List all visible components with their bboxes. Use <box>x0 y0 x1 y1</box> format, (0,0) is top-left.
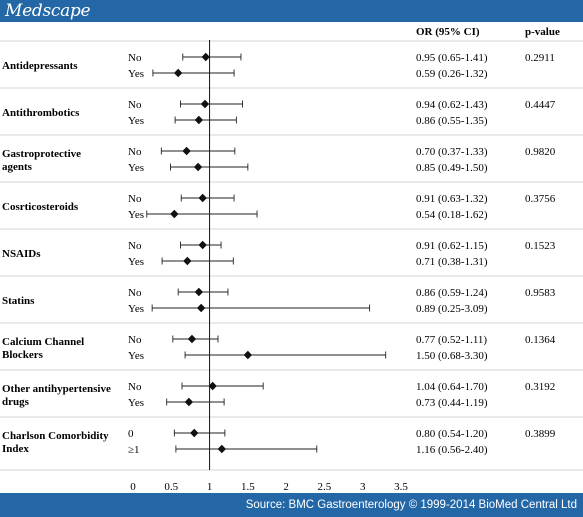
medscape-logo: Medscape <box>5 1 91 21</box>
or-point-marker <box>183 256 192 266</box>
p-value-column-header: p-value <box>525 26 560 38</box>
or-point-marker <box>198 193 207 203</box>
x-tick-label: 0.5 <box>164 481 178 493</box>
header-bar: Medscape <box>0 0 583 22</box>
row-label: No <box>128 52 142 64</box>
or-point-marker <box>170 209 179 219</box>
group-label: Antithrombotics <box>2 107 80 119</box>
or-ci-value: 0.54 (0.18-1.62) <box>416 209 488 221</box>
or-point-marker <box>196 303 206 313</box>
row-label: Yes <box>128 162 144 174</box>
group-label: Cosrticosteroids <box>2 201 79 213</box>
or-point-marker <box>194 287 204 297</box>
or-column-header: OR (95% CI) <box>416 26 480 38</box>
row-label: ≥1 <box>128 444 140 456</box>
p-value: 0.3899 <box>525 428 556 440</box>
group-label: Blockers <box>2 349 44 361</box>
or-ci-value: 0.80 (0.54-1.20) <box>416 428 488 440</box>
row-label: No <box>128 193 142 205</box>
or-ci-value: 0.94 (0.62-1.43) <box>416 99 488 111</box>
row-label: Yes <box>128 256 144 268</box>
x-tick-label: 0 <box>130 481 136 493</box>
x-tick-label: 2 <box>283 481 289 493</box>
footer-bar: Source: BMC Gastroenterology © 1999-2014… <box>0 493 583 517</box>
p-value: 0.9820 <box>525 146 556 158</box>
group-label: Gastroprotective <box>2 148 81 160</box>
or-point-marker <box>200 99 210 109</box>
or-ci-value: 0.71 (0.38-1.31) <box>416 256 488 268</box>
or-point-marker <box>201 52 210 62</box>
x-tick-label: 1 <box>207 481 213 493</box>
or-ci-value: 0.70 (0.37-1.33) <box>416 146 488 158</box>
p-value: 0.3756 <box>525 193 556 205</box>
or-ci-value: 0.73 (0.44-1.19) <box>416 397 488 409</box>
row-label: No <box>128 146 142 158</box>
or-point-marker <box>187 334 197 344</box>
row-label: Yes <box>128 350 144 362</box>
or-point-marker <box>194 115 204 125</box>
or-ci-value: 1.50 (0.68-3.30) <box>416 350 488 362</box>
or-ci-value: 1.04 (0.64-1.70) <box>416 381 488 393</box>
row-label: Yes <box>128 303 144 315</box>
or-point-marker <box>182 146 191 156</box>
group-label: Antidepressants <box>2 60 78 72</box>
or-point-marker <box>193 162 203 172</box>
x-tick-label: 3.5 <box>394 481 408 493</box>
or-ci-value: 0.91 (0.63-1.32) <box>416 193 488 205</box>
or-point-marker <box>208 381 217 391</box>
p-value: 0.1523 <box>525 240 556 252</box>
source-credit: Source: BMC Gastroenterology © 1999-2014… <box>245 499 577 511</box>
group-label: Other antihypertensive <box>2 383 111 395</box>
or-ci-value: 0.95 (0.65-1.41) <box>416 52 488 64</box>
or-point-marker <box>243 350 253 360</box>
p-value: 0.2911 <box>525 52 555 64</box>
p-value: 0.9583 <box>525 287 556 299</box>
x-tick-label: 1.5 <box>241 481 255 493</box>
row-label: Yes <box>128 68 144 80</box>
or-point-marker <box>173 68 183 78</box>
group-label: drugs <box>2 396 30 408</box>
or-ci-value: 0.91 (0.62-1.15) <box>416 240 488 252</box>
row-label: No <box>128 334 142 346</box>
or-ci-value: 0.77 (0.52-1.11) <box>416 334 487 346</box>
group-label: NSAIDs <box>2 248 41 260</box>
row-label: No <box>128 287 142 299</box>
or-ci-value: 0.59 (0.26-1.32) <box>416 68 488 80</box>
row-label: 0 <box>128 428 134 440</box>
x-tick-label: 2.5 <box>318 481 332 493</box>
group-label: Index <box>2 443 29 455</box>
group-label: Charlson Comorbidity <box>2 430 109 442</box>
row-label: No <box>128 240 142 252</box>
forest-plot: OR (95% CI) p-value Antidepressants 0.2911 N… <box>0 26 583 493</box>
or-ci-value: 1.16 (0.56-2.40) <box>416 444 488 456</box>
or-point-marker <box>190 428 199 438</box>
p-value: 0.3192 <box>525 381 555 393</box>
row-label: No <box>128 99 142 111</box>
p-value: 0.1364 <box>525 334 556 346</box>
group-label: Calcium Channel <box>2 336 84 348</box>
x-tick-label: 3 <box>360 481 366 493</box>
or-ci-value: 0.86 (0.55-1.35) <box>416 115 488 127</box>
p-value: 0.4447 <box>525 99 556 111</box>
or-point-marker <box>184 397 194 407</box>
group-label: Statins <box>2 295 35 307</box>
or-ci-value: 0.86 (0.59-1.24) <box>416 287 488 299</box>
row-label: Yes <box>128 209 144 221</box>
or-ci-value: 0.89 (0.25-3.09) <box>416 303 488 315</box>
or-ci-value: 0.85 (0.49-1.50) <box>416 162 488 174</box>
row-label: No <box>128 381 142 393</box>
group-label: agents <box>2 161 33 173</box>
row-label: Yes <box>128 115 144 127</box>
row-label: Yes <box>128 397 144 409</box>
or-point-marker <box>198 240 207 250</box>
or-point-marker <box>217 444 227 454</box>
